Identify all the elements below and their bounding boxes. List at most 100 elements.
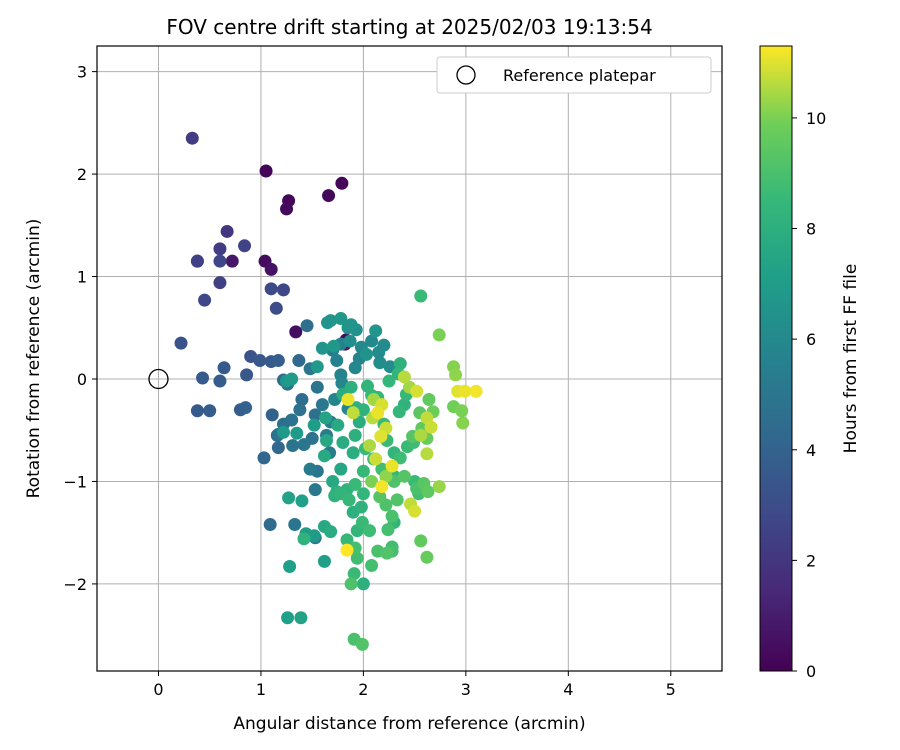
x-tick-label: 3 — [461, 680, 471, 699]
y-tick-label: 1 — [77, 268, 87, 287]
data-point — [285, 413, 299, 427]
data-point — [271, 441, 285, 455]
data-point — [352, 415, 366, 429]
data-point — [455, 404, 469, 418]
y-tick-label: 3 — [77, 63, 87, 82]
x-tick-label: 4 — [563, 680, 573, 699]
data-point — [307, 418, 321, 432]
data-point — [213, 242, 227, 256]
data-point — [297, 532, 311, 546]
data-point — [259, 164, 273, 178]
data-point — [263, 517, 277, 531]
data-point — [185, 131, 199, 145]
data-point — [276, 425, 290, 439]
data-point — [374, 429, 388, 443]
data-point — [373, 490, 387, 504]
data-point — [217, 361, 231, 375]
data-point — [390, 493, 404, 507]
data-point — [359, 347, 373, 361]
data-point — [303, 462, 317, 476]
data-point — [198, 293, 212, 307]
data-point — [190, 254, 204, 268]
x-tick-label: 0 — [153, 680, 163, 699]
y-axis: −2 −1 0 1 2 3 — [63, 63, 97, 594]
data-point — [293, 403, 307, 417]
data-point — [295, 494, 309, 508]
legend-reference-marker — [456, 65, 476, 85]
data-point — [326, 474, 340, 488]
data-point — [385, 459, 399, 473]
data-point — [377, 338, 391, 352]
data-point — [393, 357, 407, 371]
data-point — [432, 328, 446, 342]
data-point — [365, 334, 379, 348]
data-point — [348, 361, 362, 375]
colorbar-tick-label: 0 — [806, 662, 816, 681]
plot-background — [97, 46, 722, 671]
data-point — [347, 567, 361, 581]
data-point — [300, 319, 314, 333]
data-point — [264, 262, 278, 276]
data-point — [294, 611, 308, 625]
data-point — [424, 420, 438, 434]
legend: Reference platepar — [436, 56, 712, 94]
data-point — [356, 487, 370, 501]
data-point — [190, 404, 204, 418]
data-point — [350, 551, 364, 565]
x-tick-label: 2 — [358, 680, 368, 699]
colorbar: 0 2 4 6 8 10 Hours from first FF file — [759, 45, 861, 681]
data-point — [356, 577, 370, 591]
data-point — [310, 380, 324, 394]
data-point — [393, 451, 407, 465]
data-point — [410, 384, 424, 398]
data-point — [334, 312, 348, 326]
data-point — [414, 534, 428, 548]
data-point — [408, 504, 422, 518]
colorbar-tick-label: 4 — [806, 441, 816, 460]
data-point — [257, 451, 271, 465]
data-point — [392, 405, 406, 419]
data-point — [363, 439, 377, 453]
data-point — [422, 392, 436, 406]
colorbar-tick-label: 10 — [806, 109, 826, 128]
data-points — [174, 131, 483, 651]
colorbar-gradient — [759, 45, 793, 672]
data-point — [320, 433, 334, 447]
data-point — [292, 354, 306, 368]
data-point — [324, 525, 338, 539]
data-point — [348, 428, 362, 442]
data-point — [344, 380, 358, 394]
x-tick-label: 1 — [256, 680, 266, 699]
data-point — [281, 611, 295, 625]
data-point — [285, 372, 299, 386]
data-point — [458, 384, 472, 398]
data-point — [280, 202, 294, 216]
data-point — [397, 370, 411, 384]
data-point — [355, 637, 369, 651]
data-point — [346, 446, 360, 460]
data-point — [269, 301, 283, 315]
data-point — [420, 447, 434, 461]
data-point — [213, 374, 227, 388]
data-point — [449, 368, 463, 382]
data-point — [380, 546, 394, 560]
data-point — [310, 360, 324, 374]
data-point — [432, 480, 446, 494]
legend-box — [436, 56, 712, 94]
data-point — [196, 371, 210, 385]
data-point — [174, 336, 188, 350]
data-point — [322, 189, 336, 203]
data-point — [315, 398, 329, 412]
colorbar-label: Hours from first FF file — [841, 264, 861, 454]
reference-marker-layer — [148, 368, 169, 390]
data-point — [365, 474, 379, 488]
data-point — [317, 449, 331, 463]
data-point — [276, 283, 290, 297]
data-point — [371, 406, 385, 420]
data-point — [308, 408, 322, 422]
data-point — [341, 392, 355, 406]
data-point — [318, 411, 332, 425]
data-point — [264, 282, 278, 296]
data-point — [327, 339, 341, 353]
data-point — [330, 354, 344, 368]
